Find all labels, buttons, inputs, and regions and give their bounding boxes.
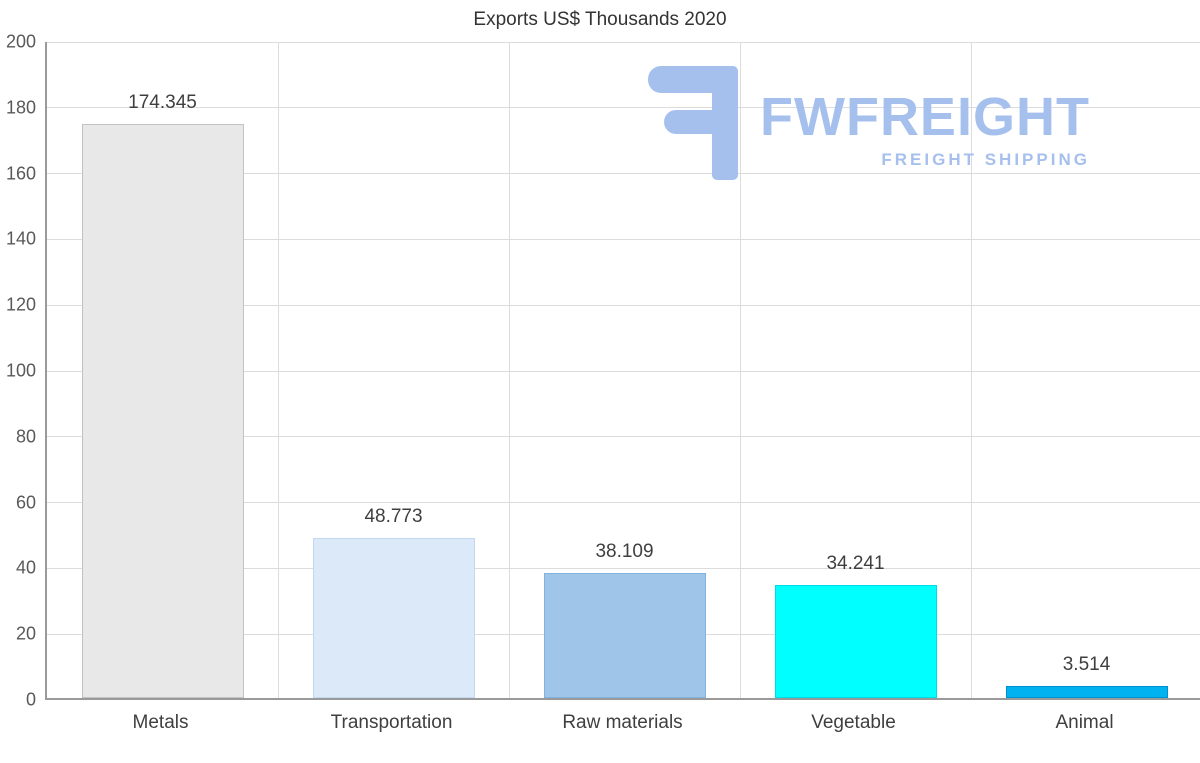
gridline-h xyxy=(47,304,1200,306)
bar-value-label: 3.514 xyxy=(1062,654,1111,676)
y-tick-label: 80 xyxy=(15,426,36,447)
gridline-h xyxy=(47,370,1200,372)
gridline-h xyxy=(47,436,1200,438)
gridline-h xyxy=(47,502,1200,504)
gridline-v xyxy=(971,42,972,698)
y-tick-label: 180 xyxy=(5,97,36,118)
y-tick-label: 0 xyxy=(25,689,36,710)
gridline-h xyxy=(47,238,1200,240)
bar-vegetable[interactable] xyxy=(774,585,937,698)
bar-value-label: 38.109 xyxy=(595,540,654,562)
bar-value-label: 174.345 xyxy=(128,92,197,114)
y-tick-label: 60 xyxy=(15,492,36,513)
bar-animal[interactable] xyxy=(1005,686,1168,698)
y-axis: 0 20 40 60 80 100 120 140 160 180 200 xyxy=(0,32,39,710)
x-tick-label: Vegetable xyxy=(811,712,896,733)
bar-metals[interactable] xyxy=(81,124,244,698)
plot-area: 174.345 48.773 38.109 34.241 3.514 xyxy=(45,42,1200,700)
x-tick-label: Metals xyxy=(132,712,189,733)
bar-transportation[interactable] xyxy=(312,537,475,698)
chart-title: Exports US$ Thousands 2020 xyxy=(473,9,727,30)
gridline-h xyxy=(47,567,1200,569)
gridline-h xyxy=(47,107,1200,109)
y-tick-label: 40 xyxy=(15,557,36,578)
y-tick-label: 160 xyxy=(5,163,36,184)
gridline-v xyxy=(278,42,279,698)
bar-value-label: 34.241 xyxy=(826,553,885,575)
x-tick-label: Animal xyxy=(1055,712,1114,733)
gridline-v xyxy=(509,42,510,698)
x-tick-label: Raw materials xyxy=(562,712,683,733)
bar-value-label: 48.773 xyxy=(364,505,423,527)
y-tick-label: 20 xyxy=(15,623,36,644)
y-tick-label: 100 xyxy=(5,360,36,381)
gridline-h xyxy=(47,173,1200,175)
bar-raw-materials[interactable] xyxy=(543,572,706,698)
x-tick-label: Transportation xyxy=(330,712,453,733)
y-tick-label: 140 xyxy=(5,228,36,249)
y-tick-label: 200 xyxy=(5,31,36,52)
y-tick-label: 120 xyxy=(5,294,36,315)
x-axis: Metals Transportation Raw materials Vegetab… xyxy=(45,702,1200,747)
gridline-h xyxy=(47,42,1200,43)
gridline-v xyxy=(740,42,741,698)
